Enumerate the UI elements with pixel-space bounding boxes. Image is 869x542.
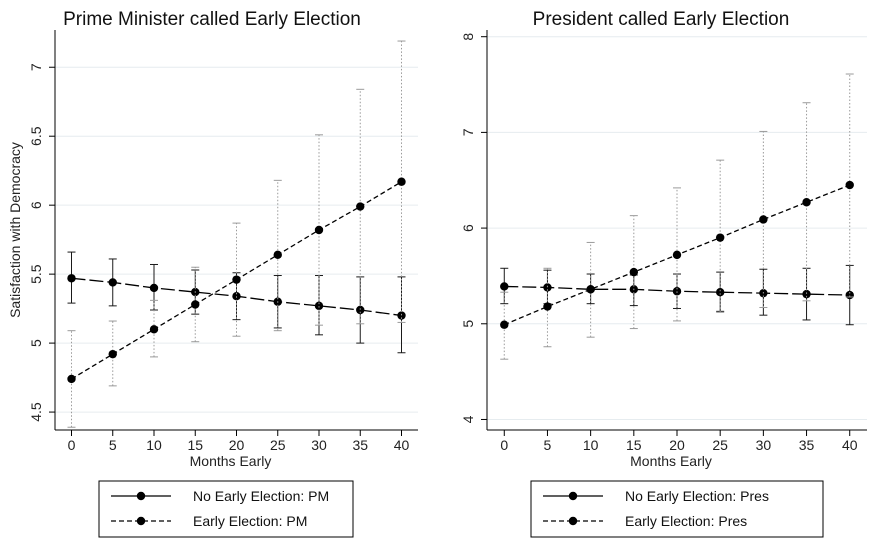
x-tick-label: 30 <box>756 437 772 453</box>
x-tick-label: 0 <box>68 437 76 453</box>
y-tick-label: 5 <box>460 320 476 328</box>
x-tick-label: 0 <box>500 437 508 453</box>
x-tick-label: 10 <box>146 437 162 453</box>
data-point <box>232 275 241 284</box>
x-tick-label: 25 <box>270 437 286 453</box>
data-point <box>586 285 595 294</box>
legend-swatch-marker <box>136 516 146 526</box>
y-tick-label: 8 <box>460 33 476 41</box>
x-tick-label: 35 <box>799 437 815 453</box>
data-point <box>397 311 406 320</box>
chart-title: President called Early Election <box>533 9 790 30</box>
x-tick-label: 30 <box>311 437 327 453</box>
data-point <box>543 283 552 292</box>
legend-label: No Early Election: Pres <box>625 488 769 504</box>
data-point <box>273 250 282 260</box>
y-tick-label: 7 <box>460 128 476 136</box>
data-point <box>845 180 854 190</box>
data-point <box>715 233 725 242</box>
data-point <box>356 202 365 211</box>
data-point <box>149 283 159 293</box>
data-point <box>314 301 324 311</box>
x-tick-label: 20 <box>229 437 245 453</box>
legend-label: No Early Election: PM <box>193 488 329 504</box>
legend-swatch-marker <box>568 516 578 526</box>
data-point <box>356 305 365 315</box>
data-point <box>672 250 682 260</box>
x-axis-label: Months Early <box>630 453 712 469</box>
y-tick-label: 6 <box>28 201 44 209</box>
y-tick-label: 5.5 <box>28 264 44 284</box>
legend-box <box>530 480 824 538</box>
y-tick-label: 4.5 <box>28 402 44 422</box>
legend-swatch-marker <box>568 491 578 501</box>
data-point <box>191 300 200 309</box>
data-point <box>500 282 509 291</box>
y-tick-label: 6.5 <box>28 126 44 146</box>
y-tick-label: 5 <box>28 339 44 347</box>
legend-label: Early Election: Pres <box>625 513 747 529</box>
x-tick-label: 35 <box>352 437 368 453</box>
legend-box <box>98 480 354 538</box>
x-tick-label: 15 <box>187 437 203 453</box>
y-axis-label: Satisfaction with Democracy <box>7 142 23 318</box>
chart-panel-1: President called Early Election 4 5 6 7 8 0 5 10… <box>460 9 867 538</box>
data-point <box>715 288 725 297</box>
data-point <box>397 177 406 186</box>
legend: No Early Election: Pres Early Election: P… <box>530 480 824 538</box>
chart-title: Prime Minister called Early Election <box>63 9 361 30</box>
y-tick-label: 6 <box>460 224 476 232</box>
data-point <box>314 225 324 235</box>
x-tick-label: 10 <box>583 437 599 453</box>
data-point <box>802 289 811 299</box>
chart-panel-0: Prime Minister called Early Election 4.5 5… <box>7 9 418 538</box>
data-point <box>67 374 76 384</box>
y-tick-label: 7 <box>28 63 44 71</box>
data-point <box>629 267 639 277</box>
x-tick-label: 20 <box>669 437 685 453</box>
x-axis-label: Months Early <box>190 453 272 469</box>
data-point <box>543 302 552 311</box>
x-tick-label: 25 <box>712 437 728 453</box>
data-point <box>672 287 682 296</box>
data-point <box>108 278 117 287</box>
x-tick-label: 5 <box>544 437 552 453</box>
data-point <box>67 274 76 283</box>
data-point <box>149 325 159 334</box>
data-point <box>108 349 117 359</box>
legend: No Early Election: PM Early Election: PM <box>98 480 354 538</box>
x-tick-label: 15 <box>626 437 642 453</box>
x-tick-label: 40 <box>842 437 858 453</box>
data-point <box>802 198 811 207</box>
legend-swatch-marker <box>136 491 146 501</box>
legend-label: Early Election: PM <box>193 513 307 529</box>
x-tick-label: 40 <box>394 437 410 453</box>
x-tick-label: 5 <box>109 437 117 453</box>
data-point <box>759 215 768 224</box>
data-point <box>500 320 509 329</box>
y-tick-label: 4 <box>460 415 476 423</box>
